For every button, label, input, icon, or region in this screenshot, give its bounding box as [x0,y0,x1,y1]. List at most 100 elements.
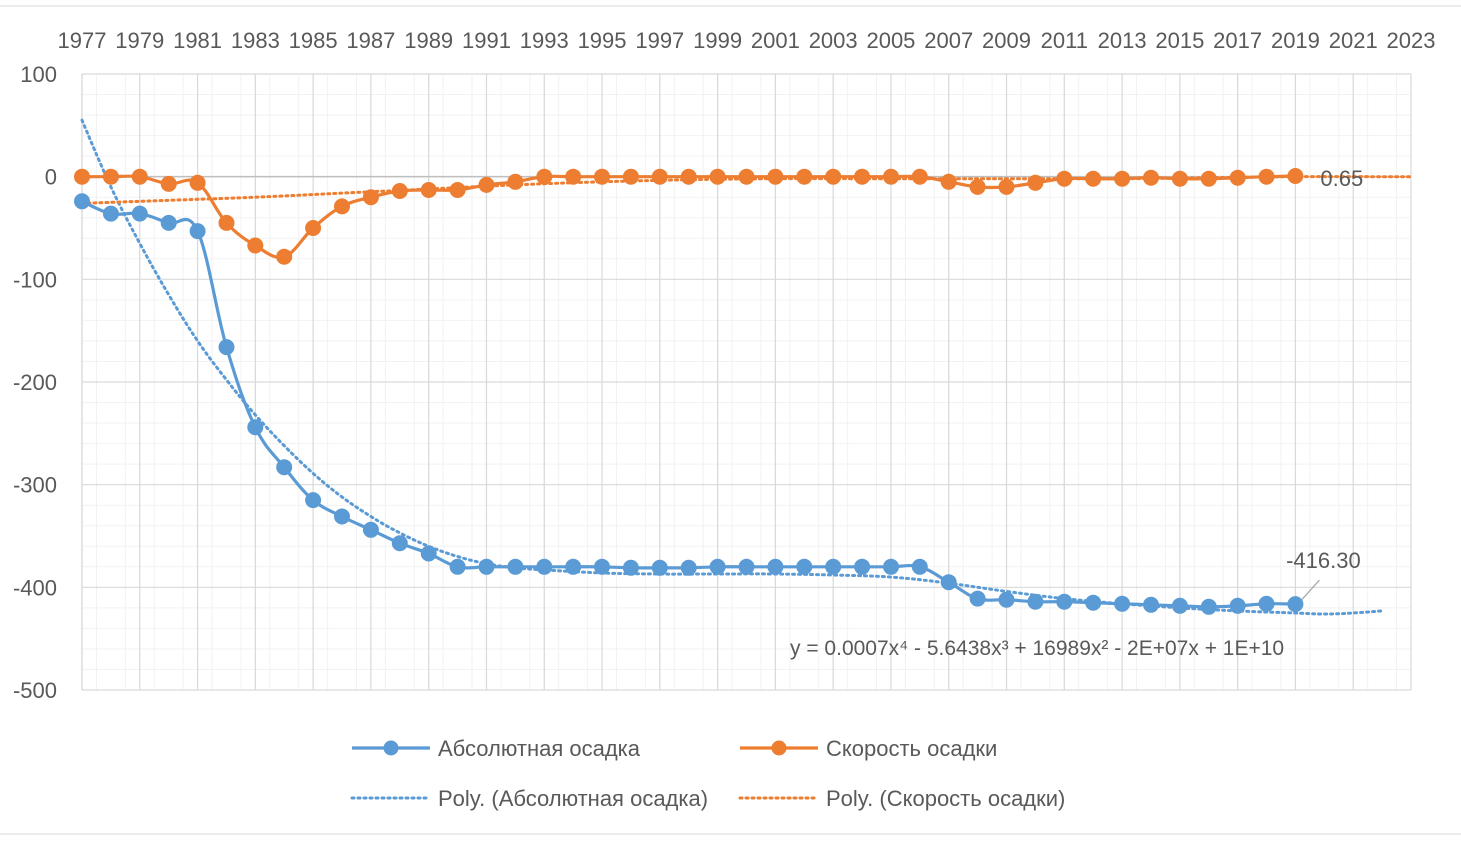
x-tick-label: 1985 [289,28,338,53]
data-point-absolute-settlement [507,558,524,575]
data-point-settlement-rate [189,174,206,191]
x-tick-label: 1995 [578,28,627,53]
y-tick-label: -400 [13,575,57,600]
data-point-settlement-rate [420,182,437,198]
data-point-absolute-settlement [1056,593,1073,610]
data-point-settlement-rate [218,214,235,231]
x-tick-label: 1991 [462,28,511,53]
data-point-settlement-rate [1085,170,1102,187]
data-point-absolute-settlement [305,492,322,509]
x-tick-label: 1987 [346,28,395,53]
data-point-absolute-settlement [478,558,495,575]
data-point-settlement-rate [160,175,177,192]
x-tick-label: 1983 [231,28,280,53]
data-point-settlement-rate [738,168,755,185]
data-point-absolute-settlement [420,545,437,562]
y-tick-label: 0 [45,165,57,190]
trendlines [80,118,1413,616]
data-point-settlement-rate [247,237,264,254]
x-tick-label: 1989 [404,28,453,53]
x-tick-label: 2023 [1387,28,1436,53]
data-point-settlement-rate [825,168,842,185]
data-point-absolute-settlement [131,205,148,222]
data-point-settlement-rate [998,178,1015,195]
data-point-settlement-rate [305,220,322,236]
data-point-absolute-settlement [738,558,755,575]
data-point-settlement-rate [1200,170,1217,187]
y-tick-label: 100 [20,62,57,87]
y-axis-tick-labels: 100 0 -100 -200 -300 -400 -500 [13,62,57,703]
data-point-absolute-settlement [391,535,408,552]
data-point-absolute-settlement [998,591,1015,608]
data-point-settlement-rate [1258,168,1275,185]
data-point-settlement-rate [449,182,466,198]
data-point-absolute-settlement [767,558,784,575]
data-point-absolute-settlement [651,559,668,576]
data-point-settlement-rate [131,168,148,185]
data-point-settlement-rate [276,248,293,265]
data-point-absolute-settlement [1258,595,1275,612]
x-tick-label: 1977 [58,28,107,53]
data-point-settlement-rate [1027,174,1044,191]
x-tick-label: 1997 [635,28,684,53]
data-point-absolute-settlement [160,214,177,231]
x-tick-label: 1979 [115,28,164,53]
data-point-settlement-rate [362,189,379,206]
data-point-settlement-rate [565,168,582,185]
x-tick-label: 2001 [751,28,800,53]
data-point-absolute-settlement [102,205,119,222]
data-point-absolute-settlement [362,521,379,538]
data-point-absolute-settlement [796,558,813,575]
data-label: -416.30 [1286,548,1361,573]
major-gridlines [81,73,1412,691]
data-labels: -416.30 0.65 [1286,166,1363,601]
x-axis-tick-labels: 1977 1979 1981 1983 1985 1987 1989 1991 1993 1995… [58,28,1436,53]
data-point-absolute-settlement [940,574,957,591]
y-tick-label: -300 [13,473,57,498]
data-point-absolute-settlement [1287,596,1304,613]
data-point-settlement-rate [883,168,899,185]
data-point-settlement-rate [1143,169,1159,186]
x-tick-label: 2011 [1041,28,1088,53]
x-tick-label: 2017 [1213,28,1262,53]
data-point-settlement-rate [507,173,524,190]
data-point-absolute-settlement [276,459,293,476]
data-point-absolute-settlement [247,419,264,436]
x-tick-label: 1981 [173,28,222,53]
y-tick-label: -500 [13,678,57,703]
legend-item: Абсолютная осадка [352,736,641,761]
data-point-settlement-rate [1287,168,1304,184]
data-point-absolute-settlement [536,558,553,575]
data-point-settlement-rate [74,168,90,185]
x-tick-label: 2019 [1271,28,1320,53]
data-point-settlement-rate [622,168,639,185]
data-point-settlement-rate [854,168,871,185]
data-point-settlement-rate [594,168,610,185]
data-point-settlement-rate [911,168,928,185]
data-label-leader [1300,579,1320,601]
data-label: 0.65 [1320,166,1363,191]
data-point-absolute-settlement [334,508,350,525]
x-tick-label: 2009 [982,28,1031,53]
data-point-settlement-rate [796,168,813,185]
data-point-absolute-settlement [1229,597,1246,614]
legend-swatch-marker [771,740,787,756]
legend-item: Poly. (Скорость осадки) [738,786,1065,811]
legend-label: Скорость осадки [826,736,997,761]
data-point-absolute-settlement [1027,593,1044,610]
data-point-settlement-rate [969,178,986,195]
data-point-absolute-settlement [825,558,842,575]
y-tick-label: -100 [13,267,57,292]
data-point-absolute-settlement [709,558,726,575]
x-tick-label: 2015 [1155,28,1204,53]
data-point-absolute-settlement [449,558,466,575]
legend-label: Poly. (Скорость осадки) [826,786,1065,811]
data-point-settlement-rate [478,176,495,193]
x-tick-label: 1993 [520,28,569,53]
data-point-settlement-rate [709,168,726,185]
data-point-absolute-settlement [969,590,986,607]
legend-item: Скорость осадки [740,736,997,761]
data-point-absolute-settlement [1114,595,1131,612]
x-tick-label: 2007 [924,28,973,53]
